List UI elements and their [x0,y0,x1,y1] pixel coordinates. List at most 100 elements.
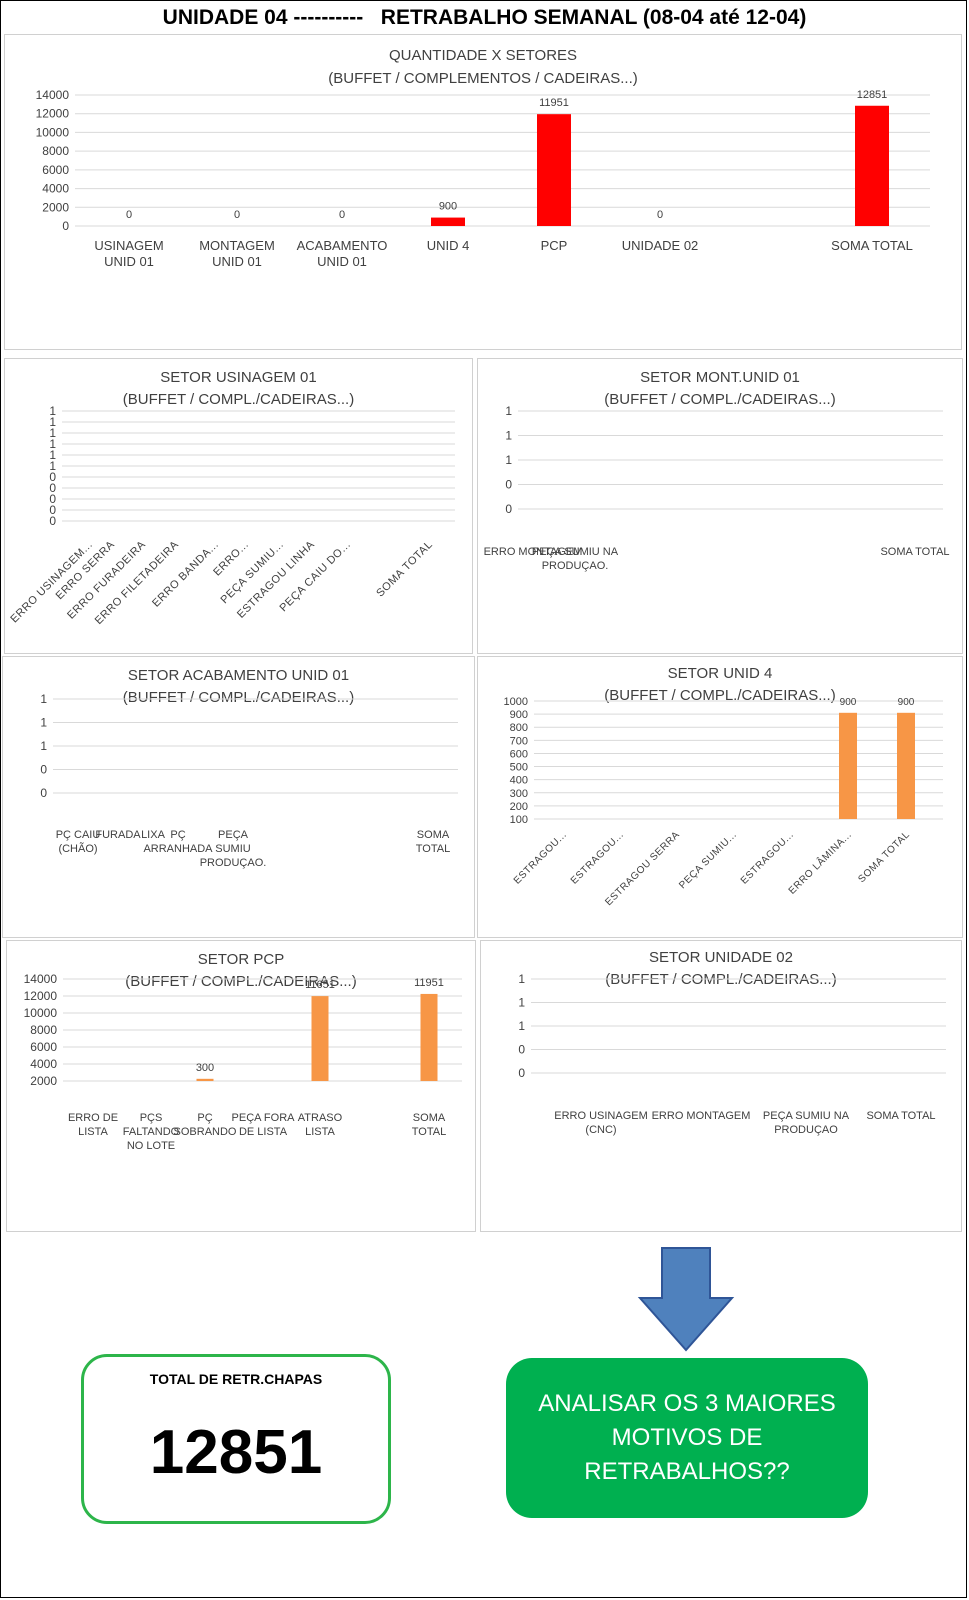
x-category-label: PCP [541,238,568,253]
y-tick-label: 0 [49,481,56,495]
y-tick-label: 800 [510,722,528,734]
y-tick-label: 2000 [30,1074,57,1088]
y-tick-label: 2000 [42,200,69,214]
y-tick-label: 1 [49,437,56,451]
y-tick-label: 1 [49,415,56,429]
chart-panel-quantidade-setores: QUANTIDADE X SETORES (BUFFET / COMPLEMEN… [4,34,962,350]
y-tick-label: 4000 [30,1057,57,1071]
total-retrabalho-card: TOTAL DE RETR.CHAPAS 12851 [81,1354,391,1524]
total-label: TOTAL DE RETR.CHAPAS [149,1371,323,1387]
chart-title: SETOR UNID 4 [667,665,773,682]
chart-title: SETOR PCP [197,951,285,968]
x-category-label: SOMA TOTAL [831,238,913,253]
chart-subtitle: (BUFFET / COMPL./CADEIRAS...) [604,687,836,704]
y-tick-label: 1 [49,404,56,418]
data-label: 11951 [414,977,444,989]
y-tick-label: 0 [518,1043,525,1057]
x-category-label: PEÇA FORA DE LISTA [232,1112,296,1138]
x-category-label: ACABAMENTO UNID 01 [297,238,388,269]
y-tick-label: 6000 [30,1040,57,1054]
x-category-label: PEÇA SUMIU... [677,829,739,891]
y-tick-label: 1 [49,426,56,440]
data-label: 12851 [857,89,888,101]
chart-panel-unidade-02: SETOR UNIDADE 02 (BUFFET / COMPL./CADEIR… [480,940,962,1232]
y-tick-label: 8000 [30,1023,57,1037]
callout-text: ANALISAR OS 3 MAIORES MOTIVOS DE RETRABA… [538,1390,836,1485]
y-tick-label: 1 [518,972,525,986]
chart-subtitle: (BUFFET / COMPL./CADEIRAS...) [125,973,357,990]
y-tick-label: 0 [505,478,512,492]
data-label: 300 [196,1062,214,1074]
y-tick-label: 300 [510,788,528,800]
x-category-label: ERRO MONTAGEM [484,546,583,558]
y-tick-label: 10000 [36,125,70,139]
x-category-label: PÇ SOBRANDO [174,1112,237,1138]
bar [196,1078,214,1081]
x-category-label: ATRASO LISTA [298,1112,343,1138]
bar [420,993,438,1081]
y-tick-label: 0 [49,492,56,506]
y-tick-label: 0 [49,470,56,484]
chart-subtitle: (BUFFET / COMPLEMENTOS / CADEIRAS...) [328,70,638,87]
bar-chart-unidade-02: 0 0 1 1 1 ERRO USINAGEM (CNC) ERRO MONTAGEM PEÇA… [518,972,946,1136]
y-tick-label: 0 [40,786,47,800]
chart-panel-mont-unid-01: SETOR MONT.UNID 01 (BUFFET / COMPL./CADE… [477,358,963,654]
chart-panel-acabamento-unid-01: SETOR ACABAMENTO UNID 01 (BUFFET / COMPL… [2,656,475,938]
data-label: 0 [339,209,345,221]
bar [537,114,571,226]
y-tick-label: 400 [510,775,528,787]
chart-panel-unid-4: SETOR UNID 4 (BUFFET / COMPL./CADEIRAS..… [477,656,963,938]
x-category-label: SOMA TOTAL [416,829,450,855]
y-tick-label: 12000 [36,107,70,121]
y-tick-label: 1 [40,739,47,753]
x-category-label: PEÇA SUMIU NA PRODUÇAO [763,1110,850,1136]
x-category-label: ERRO MONTAGEM [652,1110,751,1122]
x-category-label: SOMA TOTAL [880,546,949,558]
bar [431,217,465,226]
data-label: 11651 [305,979,335,991]
y-tick-label: 1 [505,429,512,443]
y-tick-label: 1 [518,1019,525,1033]
data-label: 0 [126,209,132,221]
x-category-label: ESTRAGOU... [512,829,569,886]
x-category-label: ERRO LÂMINA... [785,828,854,897]
x-category-label: ERRO USINAGEM (CNC) [554,1110,648,1136]
chart-panel-usinagem-01: SETOR USINAGEM 01 (BUFFET / COMPL./CADEI… [4,358,473,654]
x-category-label: SOMA TOTAL [412,1112,446,1138]
chart-title: QUANTIDADE X SETORES [388,47,578,64]
x-category-label: PEÇA SUMIU NA PRODUÇAO. [532,546,619,572]
y-tick-label: 1000 [504,696,528,708]
y-tick-label: 100 [510,814,528,826]
x-category-label: PÇ CAIU (CHÃO) [56,829,101,855]
data-label: 900 [840,697,857,708]
y-tick-label: 14000 [36,88,70,102]
y-tick-label: 900 [510,709,528,721]
chart-subtitle: (BUFFET / COMPL./CADEIRAS...) [122,391,355,408]
data-label: 900 [898,697,915,708]
y-tick-label: 700 [510,735,528,747]
y-tick-label: 8000 [42,144,69,158]
x-category-label: SOMA TOTAL [866,1110,935,1122]
y-tick-label: 1 [505,404,512,418]
y-tick-label: 0 [518,1066,525,1080]
y-tick-label: 12000 [24,989,58,1003]
x-category-label: SOMA TOTAL [856,829,912,885]
data-label: 11951 [539,97,569,109]
x-category-label: SOMA TOTAL [374,539,435,600]
y-tick-label: 10000 [24,1006,58,1020]
y-tick-label: 1 [40,716,47,730]
data-label: 900 [439,201,457,213]
y-tick-label: 6000 [42,163,69,177]
bar [311,996,329,1081]
x-category-label: UNID 4 [427,238,470,253]
chart-subtitle: (BUFFET / COMPL./CADEIRAS...) [604,391,836,408]
x-category-label: ESTRAGOU... [569,829,626,886]
y-tick-label: 0 [62,219,69,233]
y-tick-label: 14000 [24,972,58,986]
bar [897,712,915,819]
chart-panel-pcp: SETOR PCP (BUFFET / COMPL./CADEIRAS...) … [6,940,476,1232]
y-tick-label: 1 [505,453,512,467]
page-title: UNIDADE 04 ---------- RETRABALHO SEMANAL… [162,6,807,29]
